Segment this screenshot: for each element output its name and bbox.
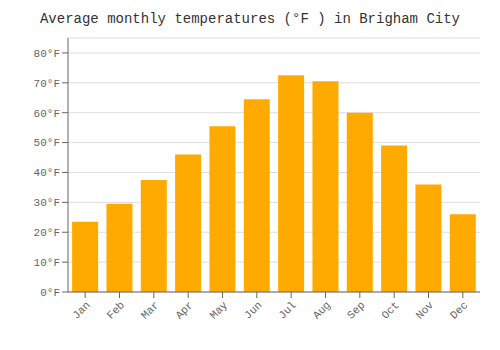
svg-text:Aug: Aug	[311, 299, 333, 321]
svg-text:10°F: 10°F	[34, 257, 60, 269]
svg-text:Sep: Sep	[345, 299, 367, 321]
html-text:Average monthly temperatures (: Average monthly temperatures (°F ) in Br…	[40, 11, 460, 27]
svg-text:Jun: Jun	[242, 299, 264, 321]
svg-text:50°F: 50°F	[34, 137, 60, 149]
svg-text:May: May	[208, 299, 231, 322]
svg-text:80°F: 80°F	[34, 48, 60, 60]
svg-text:30°F: 30°F	[34, 197, 60, 209]
svg-text:70°F: 70°F	[34, 78, 60, 90]
svg-text:Dec: Dec	[448, 299, 470, 321]
svg-text:Oct: Oct	[379, 299, 401, 321]
svg-text:20°F: 20°F	[34, 227, 60, 239]
svg-text:Jan: Jan	[70, 299, 92, 321]
svg-text:60°F: 60°F	[34, 108, 60, 120]
svg-text:40°F: 40°F	[34, 167, 60, 179]
svg-text:Apr: Apr	[173, 299, 195, 321]
svg-text:Nov: Nov	[414, 299, 437, 322]
svg-text:Jul: Jul	[276, 299, 298, 321]
svg-text:Feb: Feb	[105, 299, 127, 321]
svg-text:0°F: 0°F	[40, 287, 60, 299]
svg-text:Mar: Mar	[139, 299, 161, 321]
